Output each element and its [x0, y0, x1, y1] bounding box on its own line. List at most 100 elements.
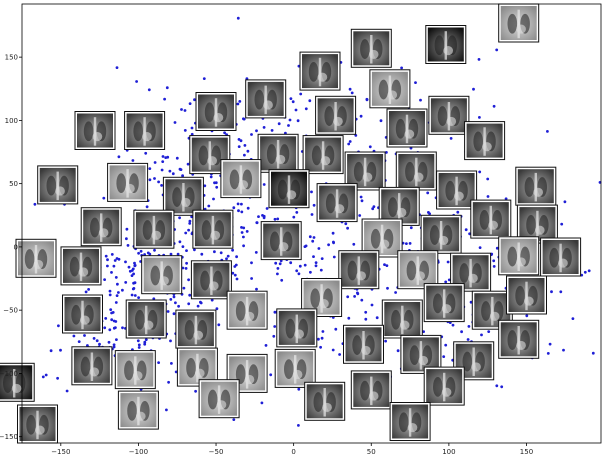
- scatter-point: [231, 271, 235, 275]
- scatter-point: [114, 276, 118, 279]
- xray-thumbnail: [80, 207, 122, 247]
- scatter-point: [131, 267, 135, 271]
- y-tick-label: −150: [0, 433, 18, 441]
- scatter-point: [332, 240, 335, 244]
- scatter-point: [492, 265, 496, 268]
- scatter-point: [477, 58, 481, 61]
- xray-thumbnail: [257, 133, 299, 173]
- scatter-point: [525, 314, 529, 318]
- scatter-point: [314, 264, 318, 268]
- scatter-point: [289, 261, 293, 265]
- scatter-point: [478, 170, 482, 174]
- scatter-point: [112, 319, 116, 323]
- scatter-point: [348, 140, 352, 143]
- scatter-point: [242, 117, 246, 121]
- scatter-point: [310, 213, 314, 216]
- scatter-point: [143, 342, 147, 346]
- scatter-point: [92, 337, 96, 340]
- scatter-point: [250, 261, 253, 265]
- scatter-point: [184, 267, 188, 270]
- scatter-point: [347, 316, 351, 320]
- scatter-point: [174, 301, 177, 305]
- scatter-point: [559, 290, 563, 294]
- scatter-point: [350, 91, 354, 95]
- scatter-point: [103, 278, 106, 281]
- xray-thumbnail: [350, 370, 392, 410]
- scatter-point: [298, 264, 302, 268]
- x-tick-label: 100: [442, 448, 455, 456]
- xray-thumbnail: [124, 111, 166, 150]
- scatter-point: [179, 168, 183, 172]
- xray-thumbnail: [350, 28, 392, 68]
- scatter-point: [360, 199, 364, 203]
- scatter-point: [427, 211, 430, 214]
- scatter-point: [312, 236, 316, 239]
- scatter-point: [365, 97, 369, 101]
- xray-thumbnail: [276, 308, 318, 348]
- scatter-point: [169, 339, 172, 343]
- scatter-point: [422, 330, 425, 333]
- scatter-point: [255, 129, 258, 133]
- scatter-point: [212, 197, 215, 201]
- scatter-point: [160, 184, 164, 187]
- scatter-point: [109, 308, 113, 311]
- xray-thumbnail: [226, 353, 268, 393]
- scatter-point: [269, 373, 273, 377]
- scatter-point: [139, 249, 143, 253]
- scatter-point: [133, 264, 137, 267]
- scatter-point: [291, 100, 295, 104]
- scatter-point: [131, 159, 135, 162]
- scatter-point: [130, 293, 134, 297]
- scatter-point: [347, 142, 351, 146]
- scatter-point: [235, 255, 239, 259]
- scatter-point: [44, 373, 48, 377]
- scatter-point: [312, 203, 316, 207]
- xray-thumbnail: [428, 95, 470, 135]
- scatter-point: [414, 81, 417, 84]
- scatter-point: [240, 210, 244, 214]
- scatter-point: [112, 345, 116, 349]
- xray-thumbnail: [425, 25, 467, 64]
- scatter-point: [190, 126, 194, 130]
- scatter-point: [172, 295, 176, 299]
- scatter-point: [240, 226, 243, 229]
- scatter-point: [170, 362, 173, 365]
- scatter-point: [153, 177, 156, 180]
- scatter-point: [176, 252, 180, 256]
- x-tick-label: −150: [51, 448, 70, 456]
- scatter-point: [125, 237, 128, 241]
- xray-thumbnail: [436, 170, 478, 210]
- scatter-point: [137, 296, 141, 299]
- scatter-point: [132, 272, 136, 276]
- scatter-point: [236, 202, 240, 206]
- y-tick-label: 100: [5, 117, 18, 125]
- scatter-point: [264, 344, 268, 347]
- xray-thumbnail: [540, 237, 582, 277]
- scatter-point: [110, 271, 113, 274]
- scatter-point: [173, 121, 177, 124]
- scatter-point: [312, 255, 315, 258]
- scatter-point: [371, 207, 375, 211]
- scatter-point: [217, 323, 221, 327]
- scatter-point: [128, 269, 132, 273]
- scatter-point: [272, 334, 276, 338]
- scatter-point: [288, 118, 292, 122]
- scatter-point: [223, 131, 227, 135]
- xray-thumbnail: [17, 404, 58, 444]
- scatter-point: [321, 330, 325, 333]
- scatter-point: [308, 99, 312, 103]
- scatter-point: [127, 265, 131, 269]
- xray-thumbnail: [71, 346, 113, 386]
- scatter-point: [250, 133, 253, 136]
- scatter-point: [135, 80, 139, 83]
- scatter-point: [242, 244, 246, 248]
- xray-thumbnail: [389, 402, 431, 441]
- scatter-point: [495, 48, 499, 52]
- scatter-point: [338, 353, 341, 356]
- xray-thumbnail: [192, 209, 234, 249]
- scatter-point: [163, 97, 167, 101]
- xray-thumbnail: [498, 3, 540, 43]
- scatter-point: [246, 149, 250, 153]
- scatter-point: [226, 254, 230, 258]
- xray-thumbnail: [338, 250, 380, 290]
